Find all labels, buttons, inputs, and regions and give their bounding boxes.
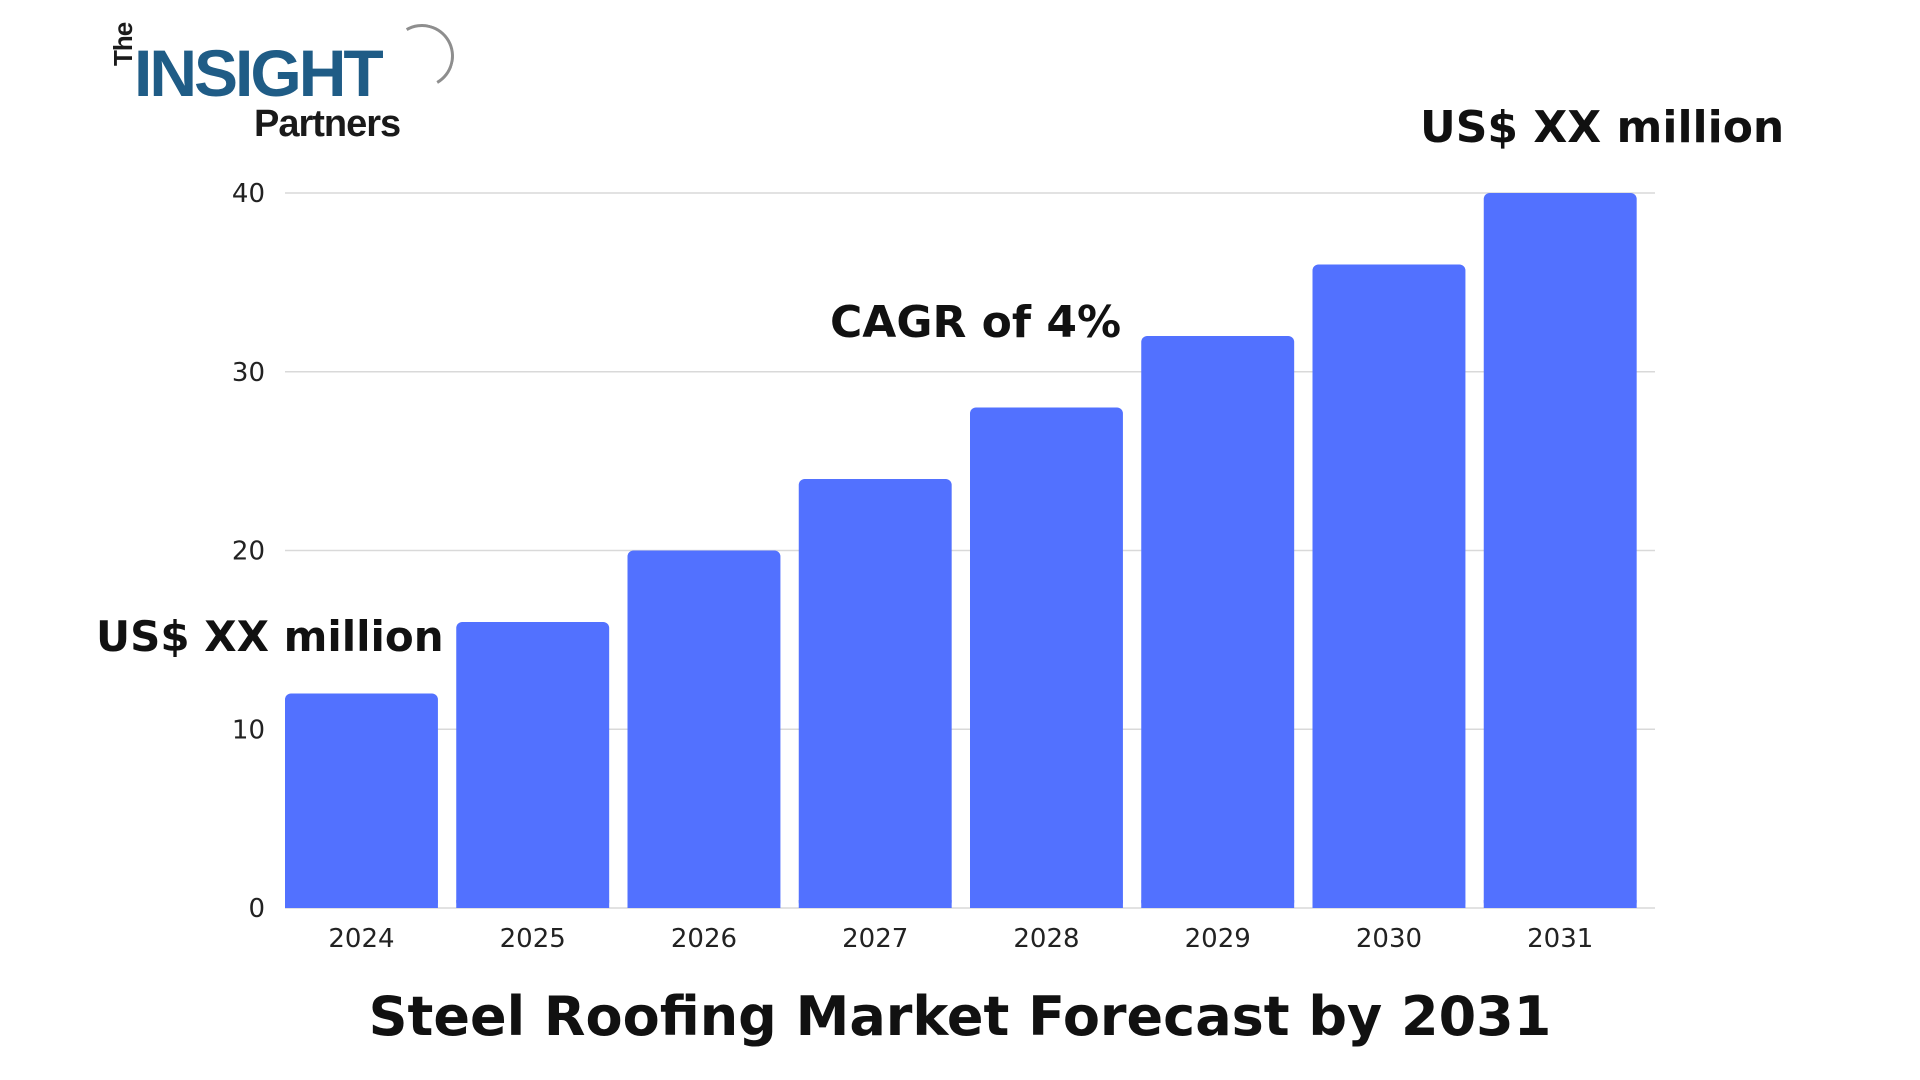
x-tick-label: 2027 bbox=[842, 924, 908, 954]
end-value-annotation: US$ XX million bbox=[1420, 102, 1785, 153]
x-axis-ticks: 2024 2025 2026 2027 2028 2029 2030 2031 bbox=[328, 924, 1593, 954]
x-tick-label: 2031 bbox=[1527, 924, 1593, 954]
bar-2027 bbox=[798, 479, 952, 908]
company-logo: The INSIGHT Partners bbox=[108, 16, 462, 149]
bar-base-2027 bbox=[798, 900, 952, 908]
x-tick-label: 2025 bbox=[500, 924, 566, 954]
bar-2026 bbox=[627, 550, 781, 908]
y-tick-label: 40 bbox=[232, 179, 265, 209]
y-axis-ticks: 0 10 20 30 40 bbox=[232, 179, 265, 924]
logo-partners-text: Partners bbox=[254, 103, 401, 145]
start-value-annotation: US$ XX million bbox=[96, 612, 444, 661]
bar-base-2029 bbox=[1141, 900, 1295, 908]
cagr-annotation: CAGR of 4% bbox=[830, 297, 1122, 348]
bar-base-2025 bbox=[456, 900, 610, 908]
bar-2024 bbox=[285, 693, 438, 908]
y-tick-label: 10 bbox=[232, 715, 265, 745]
bar-base-2026 bbox=[627, 900, 781, 908]
bar-2029 bbox=[1141, 336, 1295, 908]
chart-title: Steel Roofing Market Forecast by 2031 bbox=[368, 985, 1552, 1048]
logo-insight-text: INSIGHT bbox=[134, 36, 384, 110]
x-tick-label: 2024 bbox=[328, 924, 394, 954]
y-tick-label: 0 bbox=[248, 894, 265, 924]
bar-2031 bbox=[1483, 193, 1637, 908]
x-tick-label: 2026 bbox=[671, 924, 737, 954]
bar-2028 bbox=[970, 407, 1123, 908]
y-tick-label: 30 bbox=[232, 358, 265, 388]
x-tick-label: 2029 bbox=[1185, 924, 1251, 954]
bar-base-2031 bbox=[1483, 900, 1637, 908]
bar-base-2030 bbox=[1312, 900, 1466, 908]
bar-2025 bbox=[456, 622, 610, 908]
x-tick-label: 2030 bbox=[1356, 924, 1422, 954]
bar-2030 bbox=[1312, 264, 1466, 908]
y-tick-label: 20 bbox=[232, 537, 265, 567]
bar-base-2028 bbox=[970, 900, 1123, 908]
bars bbox=[285, 193, 1637, 908]
bar-base-2024 bbox=[285, 900, 438, 908]
x-tick-label: 2028 bbox=[1013, 924, 1079, 954]
